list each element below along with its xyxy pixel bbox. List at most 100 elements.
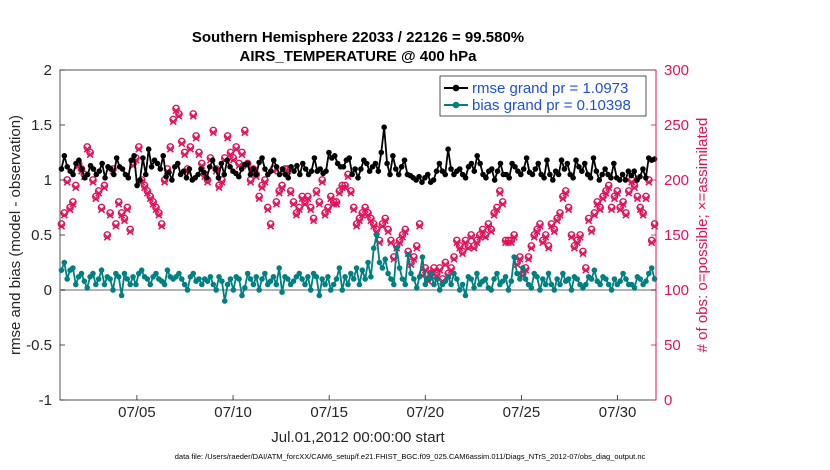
- obs-assimilated-stroke: [261, 178, 269, 186]
- rmse-point: [108, 166, 114, 172]
- rmse-point: [142, 171, 149, 178]
- obs-assimilated-point: [103, 233, 111, 241]
- obs-assimilated-point: [72, 184, 80, 192]
- bias-point: [545, 270, 552, 277]
- bias-point: [540, 276, 546, 282]
- bias-point: [393, 245, 400, 251]
- obs-assimilated-point: [66, 206, 74, 214]
- rmse-point: [253, 171, 260, 178]
- obs-assimilated-point: [63, 178, 71, 186]
- rmse-point: [593, 168, 600, 174]
- obs-assimilated-stroke: [278, 184, 286, 192]
- obs-assimilated-stroke: [318, 178, 326, 186]
- obs-assimilated-point: [146, 195, 154, 203]
- bias-point: [305, 274, 311, 280]
- obs-assimilated-stroke: [169, 118, 177, 126]
- rmse-point: [398, 164, 405, 170]
- bias-point: [568, 287, 575, 293]
- rmse-bias-series: [58, 124, 658, 304]
- rmse-point: [323, 168, 329, 174]
- rmse-point: [619, 171, 626, 178]
- obs-assimilated-stroke: [175, 112, 183, 120]
- rmse-point: [558, 157, 565, 163]
- obs-assimilated-stroke: [507, 239, 515, 247]
- obs-assimilated-point: [321, 211, 329, 219]
- obs-assimilated-point: [398, 233, 406, 241]
- bias-point: [399, 276, 406, 282]
- bias-point: [574, 276, 581, 282]
- obs-assimilated-stroke: [553, 217, 561, 225]
- obs-assimilated-point: [161, 178, 169, 186]
- bias-point: [611, 276, 618, 282]
- obs-assimilated-stroke: [476, 233, 484, 241]
- rmse-point: [416, 173, 422, 180]
- obs-assimilated-point: [229, 156, 237, 164]
- obs-assimilated-point: [496, 189, 504, 197]
- bias-point: [362, 276, 368, 282]
- obs-assimilated-stroke: [178, 140, 186, 148]
- bias-point: [651, 276, 658, 282]
- rmse-point: [392, 166, 399, 172]
- obs-assimilated-point: [169, 118, 177, 126]
- obs-assimilated-stroke: [639, 211, 647, 219]
- obs-assimilated-stroke: [192, 134, 200, 142]
- obs-assimilated-stroke: [255, 195, 263, 203]
- bias-point: [565, 276, 572, 282]
- rmse-point: [212, 166, 219, 172]
- y-right-tick-label: 300: [664, 62, 689, 79]
- rmse-point: [549, 177, 556, 183]
- obs-assimilated-point: [272, 200, 280, 208]
- plot-area: 07/05 07/10 07/15 07/20 07/25 07/30 -1 -0.5 0 0.…: [26, 62, 689, 421]
- obs-assimilated-stroke: [490, 211, 498, 219]
- obs-assimilated-point: [547, 222, 555, 230]
- legend-rmse-marker: [452, 84, 460, 92]
- obs-assimilated-stroke: [550, 228, 558, 236]
- rmse-point: [311, 155, 318, 161]
- bias-point: [290, 278, 297, 285]
- obs-assimilated-stroke: [353, 222, 361, 230]
- obs-assimilated-stroke: [195, 151, 203, 159]
- obs-assimilated-point: [364, 211, 372, 219]
- obs-assimilated-point: [361, 206, 369, 214]
- obs-assimilated-stroke: [593, 200, 601, 208]
- rmse-point: [378, 149, 385, 156]
- obs-assimilated-point: [264, 206, 272, 214]
- obs-assimilated-stroke: [295, 206, 303, 214]
- bias-point: [336, 265, 343, 271]
- obs-assimilated-stroke: [636, 206, 644, 214]
- rmse-point: [204, 175, 210, 181]
- bias-point: [302, 281, 308, 288]
- obs-assimilated-stroke: [622, 211, 630, 219]
- obs-assimilated-stroke: [152, 206, 160, 214]
- obs-assimilated-stroke: [100, 184, 108, 192]
- obs-assimilated-point: [355, 217, 363, 225]
- obs-assimilated-stroke: [332, 200, 341, 208]
- bias-point: [98, 267, 105, 274]
- obs-assimilated-point: [587, 228, 596, 236]
- obs-assimilated-stroke: [327, 195, 335, 203]
- y-right-tick-label: 200: [664, 172, 689, 189]
- bias-point: [548, 281, 555, 288]
- obs-assimilated-point: [247, 178, 255, 186]
- obs-assimilated-stroke: [450, 255, 458, 263]
- obs-assimilated-point: [550, 228, 558, 236]
- bias-point: [419, 254, 426, 260]
- bias-point: [307, 287, 314, 293]
- bias-point: [250, 281, 257, 288]
- rmse-point: [285, 175, 292, 181]
- obs-assimilated-point: [553, 217, 561, 225]
- obs-assimilated-point: [530, 233, 538, 241]
- rmse-point: [276, 171, 283, 178]
- bias-point: [270, 274, 277, 280]
- obs-assimilated-stroke: [247, 178, 255, 186]
- obs-assimilated-point: [330, 200, 338, 208]
- obs-assimilated-stroke: [387, 239, 395, 247]
- obs-assimilated-stroke: [189, 112, 197, 120]
- bias-point: [582, 281, 589, 288]
- rmse-point: [125, 175, 132, 181]
- bias-point: [138, 267, 145, 274]
- rmse-point: [625, 168, 632, 174]
- obs-assimilated-stroke: [605, 184, 613, 192]
- rmse-point: [590, 155, 597, 161]
- obs-assimilated-stroke: [493, 206, 501, 214]
